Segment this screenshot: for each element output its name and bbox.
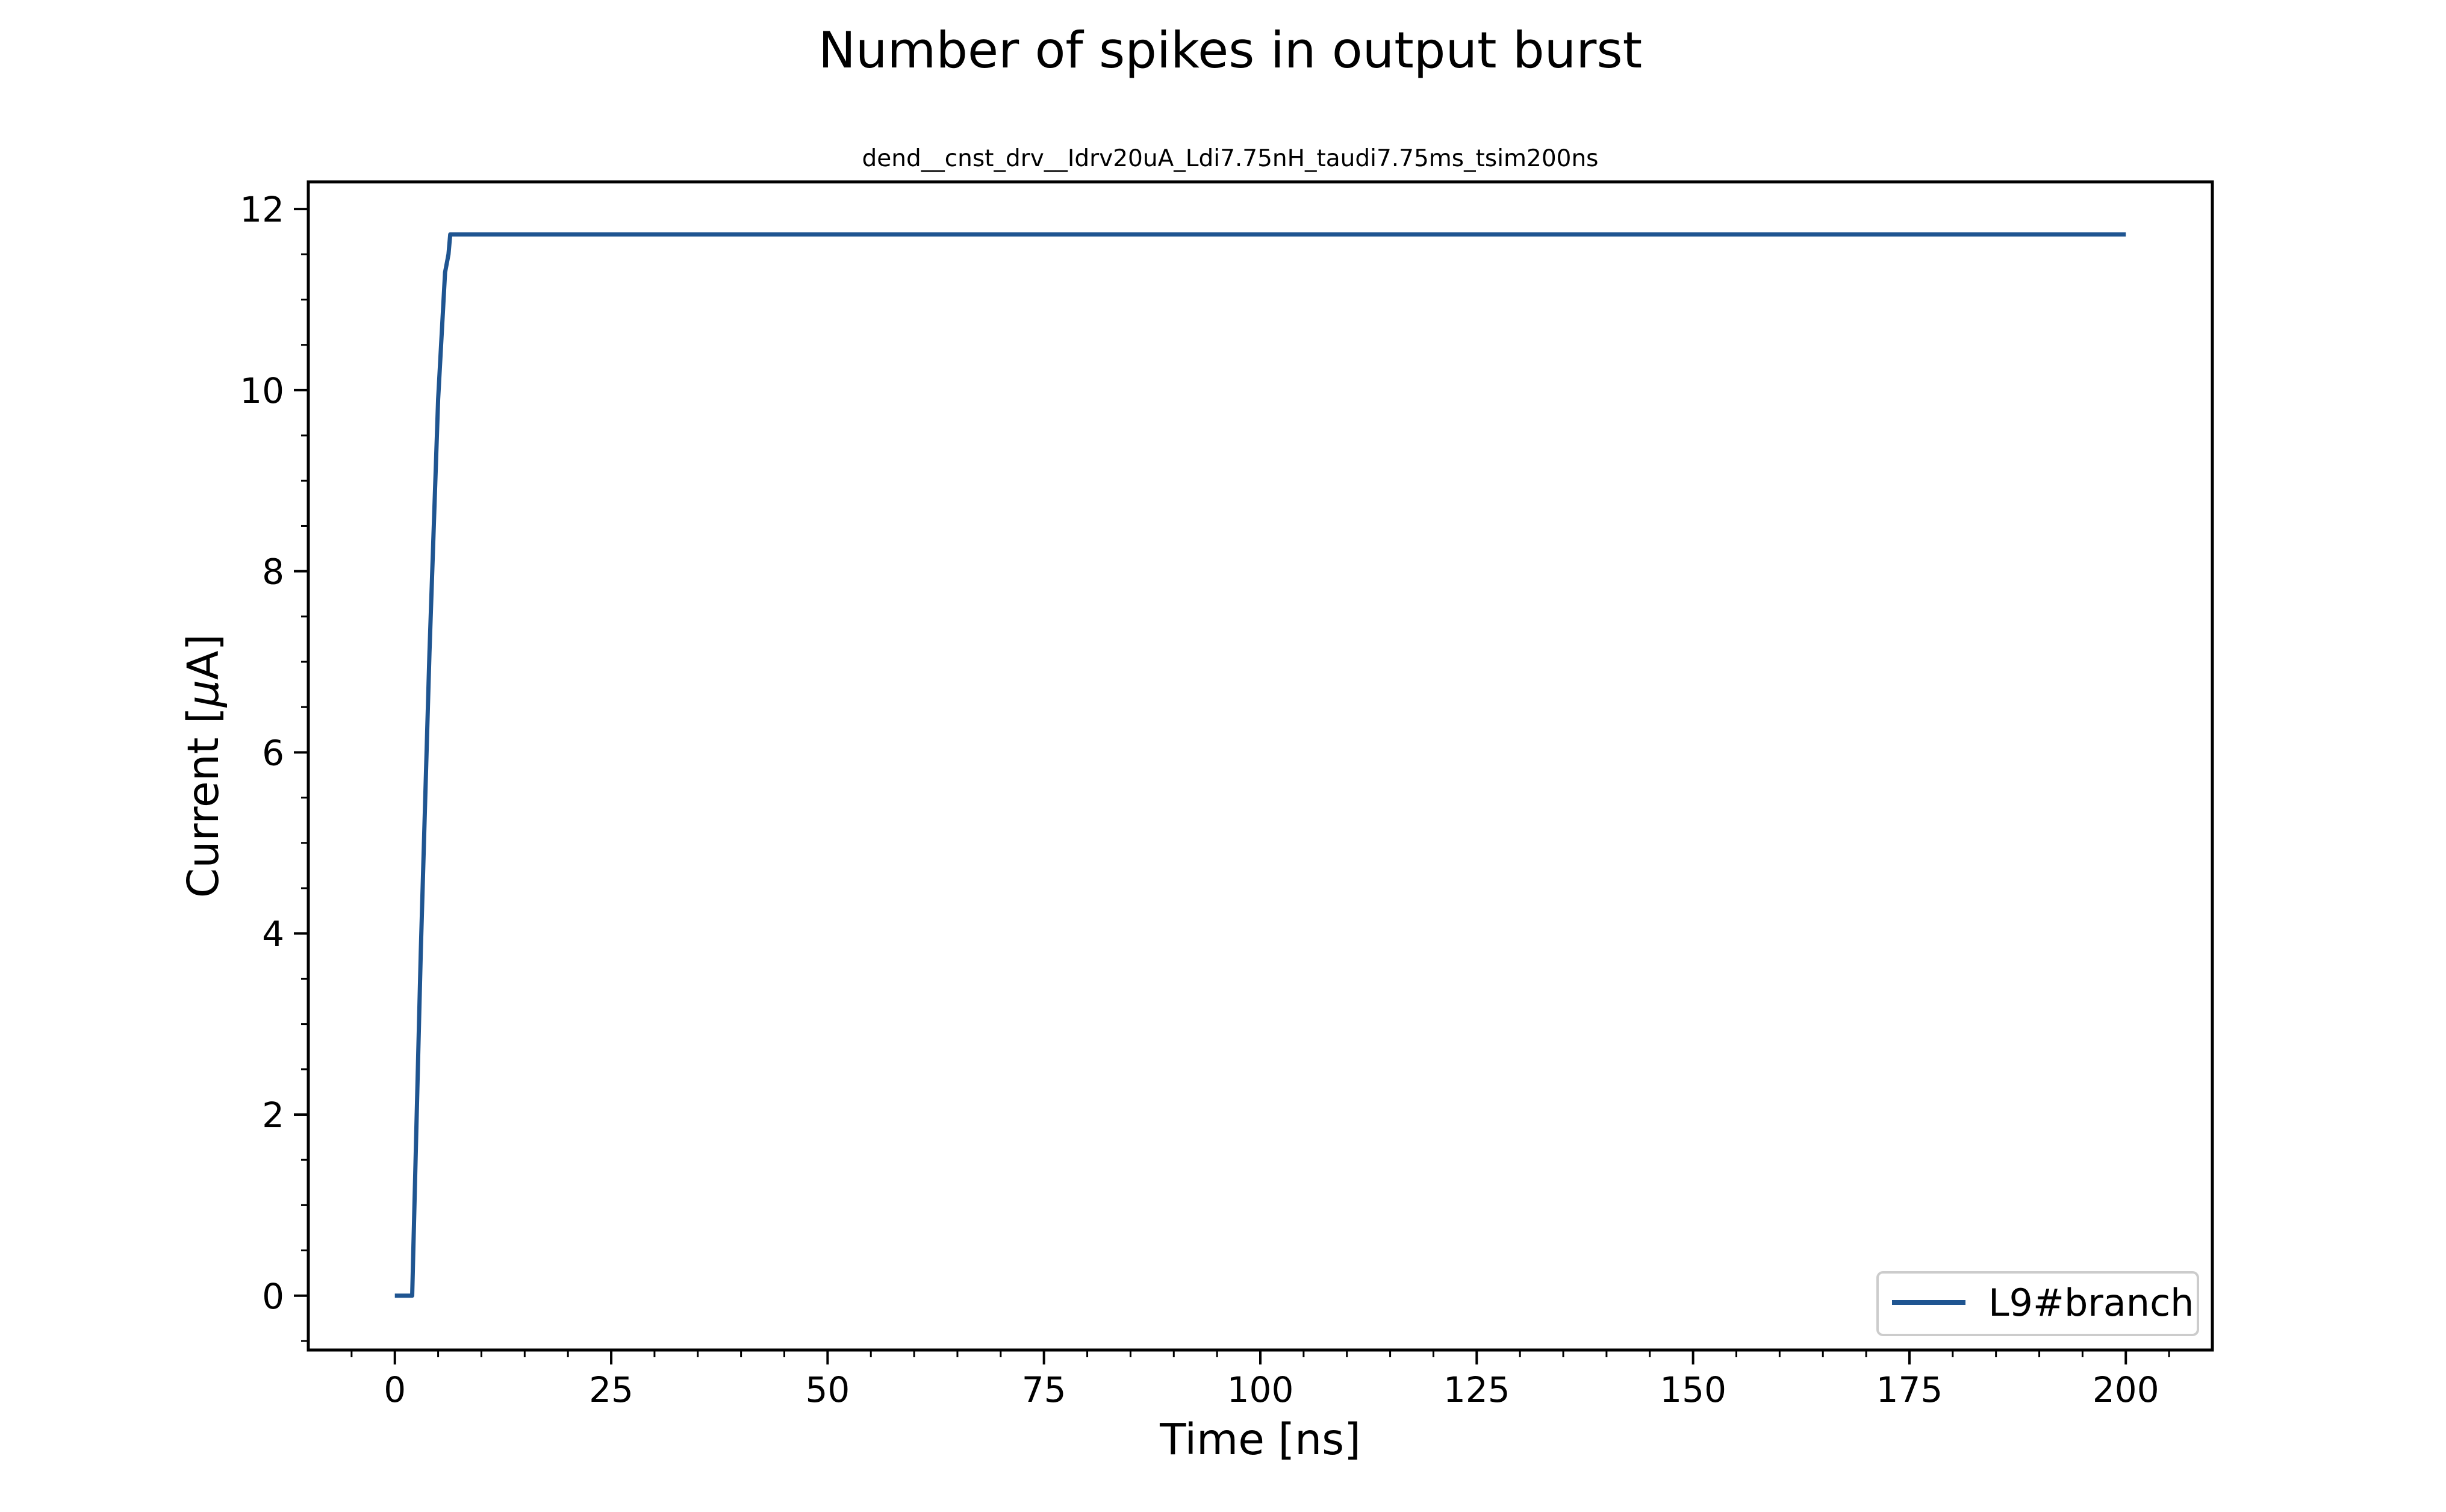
chart-subtitle: dend__cnst_drv__Idrv20uA_Ldi7.75nH_taudi… [862, 145, 1598, 172]
x-tick-label-6: 150 [1660, 1369, 1726, 1410]
y-axis-label: Current [μA] [178, 634, 228, 898]
series-line-0 [394, 232, 2126, 1298]
y-axis-label-symbol: μ [178, 680, 228, 708]
y-tick-label-6: 12 [240, 189, 284, 230]
legend-box [1876, 1271, 2199, 1336]
x-tick-label-7: 175 [1876, 1369, 1943, 1410]
y-tick-label-3: 6 [262, 732, 284, 773]
y-axis-label-suffix: A] [178, 634, 228, 680]
x-axis-label: Time [ns] [1159, 1414, 1361, 1464]
y-tick-label-0: 0 [262, 1276, 284, 1317]
y-tick-label-2: 4 [262, 913, 284, 954]
x-tick-label-5: 125 [1443, 1369, 1510, 1410]
y-axis-label-prefix: Current [ [178, 707, 228, 898]
plot-frame [307, 180, 2214, 1352]
chart-title: Number of spikes in output burst [818, 21, 1642, 79]
x-tick-label-4: 100 [1227, 1369, 1294, 1410]
y-axis-ticks: 0 2 4 6 8 10 12 [240, 189, 308, 1342]
x-tick-label-1: 25 [589, 1369, 633, 1410]
legend-label: L9#branch [1988, 1281, 2194, 1325]
y-tick-label-5: 10 [240, 370, 284, 411]
x-tick-label-2: 50 [805, 1369, 850, 1410]
y-tick-label-4: 8 [262, 552, 284, 593]
legend: L9#branch [1876, 1271, 2199, 1336]
x-tick-label-3: 75 [1022, 1369, 1066, 1410]
x-tick-label-8: 200 [2093, 1369, 2159, 1410]
y-tick-label-1: 2 [262, 1095, 284, 1136]
series-layer [394, 232, 2126, 1298]
x-axis-ticks: 0 25 50 75 100 125 150 175 200 [350, 1350, 2170, 1410]
x-tick-label-0: 0 [384, 1369, 406, 1410]
